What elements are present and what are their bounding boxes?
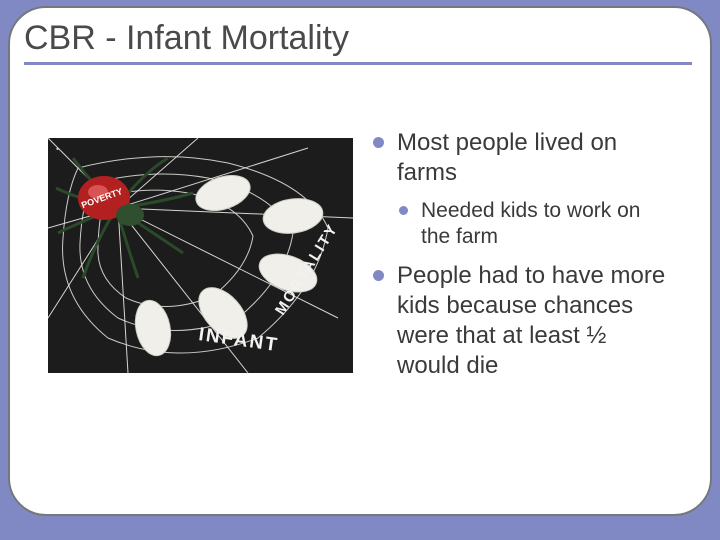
slide-card: CBR - Infant Mortality [8,6,712,516]
cartoon-signature: • [56,144,59,154]
cartoon-image: POVERTY INFANT MORTALITY • [48,138,353,373]
content-area: POVERTY INFANT MORTALITY • Most people l… [48,128,672,484]
bullet-1: Most people lived on farms Needed kids t… [371,128,672,251]
spider-web-svg: POVERTY INFANT MORTALITY • [48,138,353,373]
bullet-1-text: Most people lived on farms [397,129,617,186]
bullet-1-1: Needed kids to work on the farm [397,198,672,251]
slide-title: CBR - Infant Mortality [24,19,692,58]
bullet-2: People had to have more kids because cha… [371,261,672,381]
title-band: CBR - Infant Mortality [24,13,692,65]
bullet-list: Most people lived on farms Needed kids t… [371,128,672,484]
bullet-2-text: People had to have more kids because cha… [397,262,665,379]
bullet-1-1-text: Needed kids to work on the farm [421,199,640,248]
